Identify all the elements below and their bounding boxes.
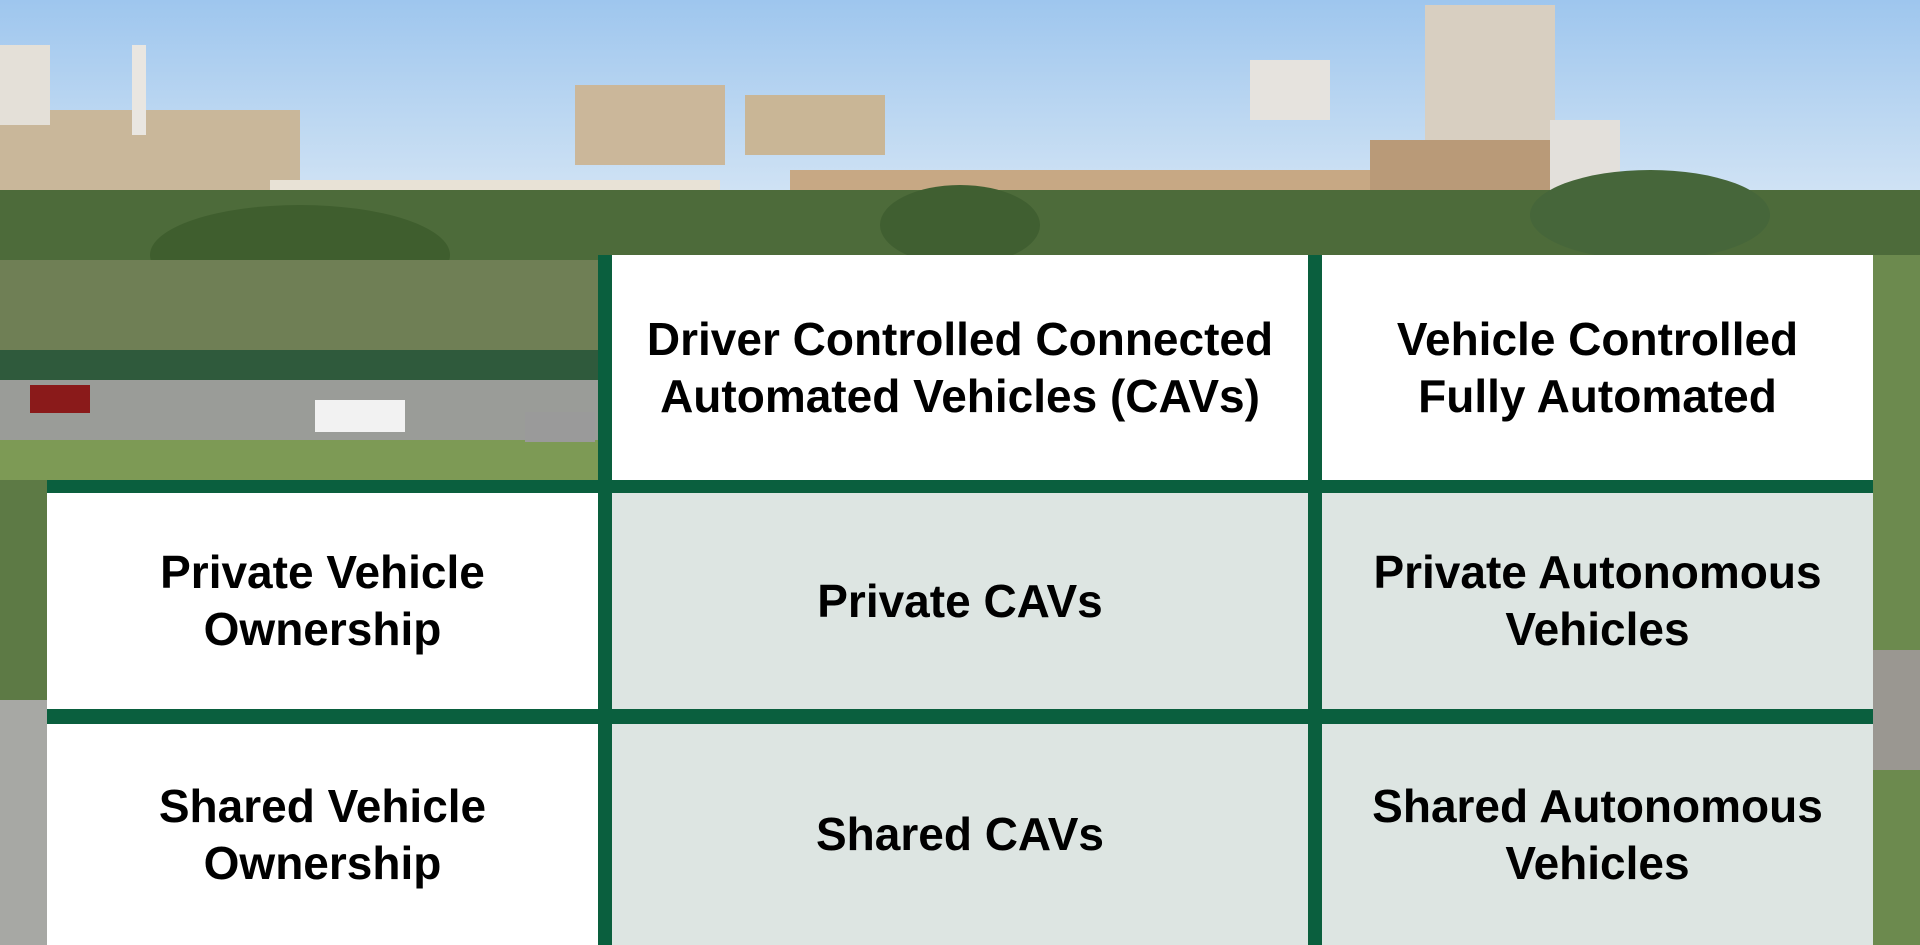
- column-header: Driver Controlled Connected Automated Ve…: [612, 255, 1308, 480]
- column-header: Vehicle Controlled Fully Automated: [1322, 255, 1873, 480]
- row-header: Private Vehicle Ownership: [47, 493, 598, 709]
- grid-divider: [47, 709, 1873, 724]
- grid-divider: [1308, 255, 1322, 945]
- table-cell: Private CAVs: [612, 493, 1308, 709]
- table-cell: Private Autonomous Vehicles: [1322, 493, 1873, 709]
- table-cell: Shared Autonomous Vehicles: [1322, 724, 1873, 945]
- grid-divider: [47, 480, 1873, 493]
- row-header: Shared Vehicle Ownership: [47, 724, 598, 945]
- grid-divider: [598, 255, 612, 945]
- table-cell: Shared CAVs: [612, 724, 1308, 945]
